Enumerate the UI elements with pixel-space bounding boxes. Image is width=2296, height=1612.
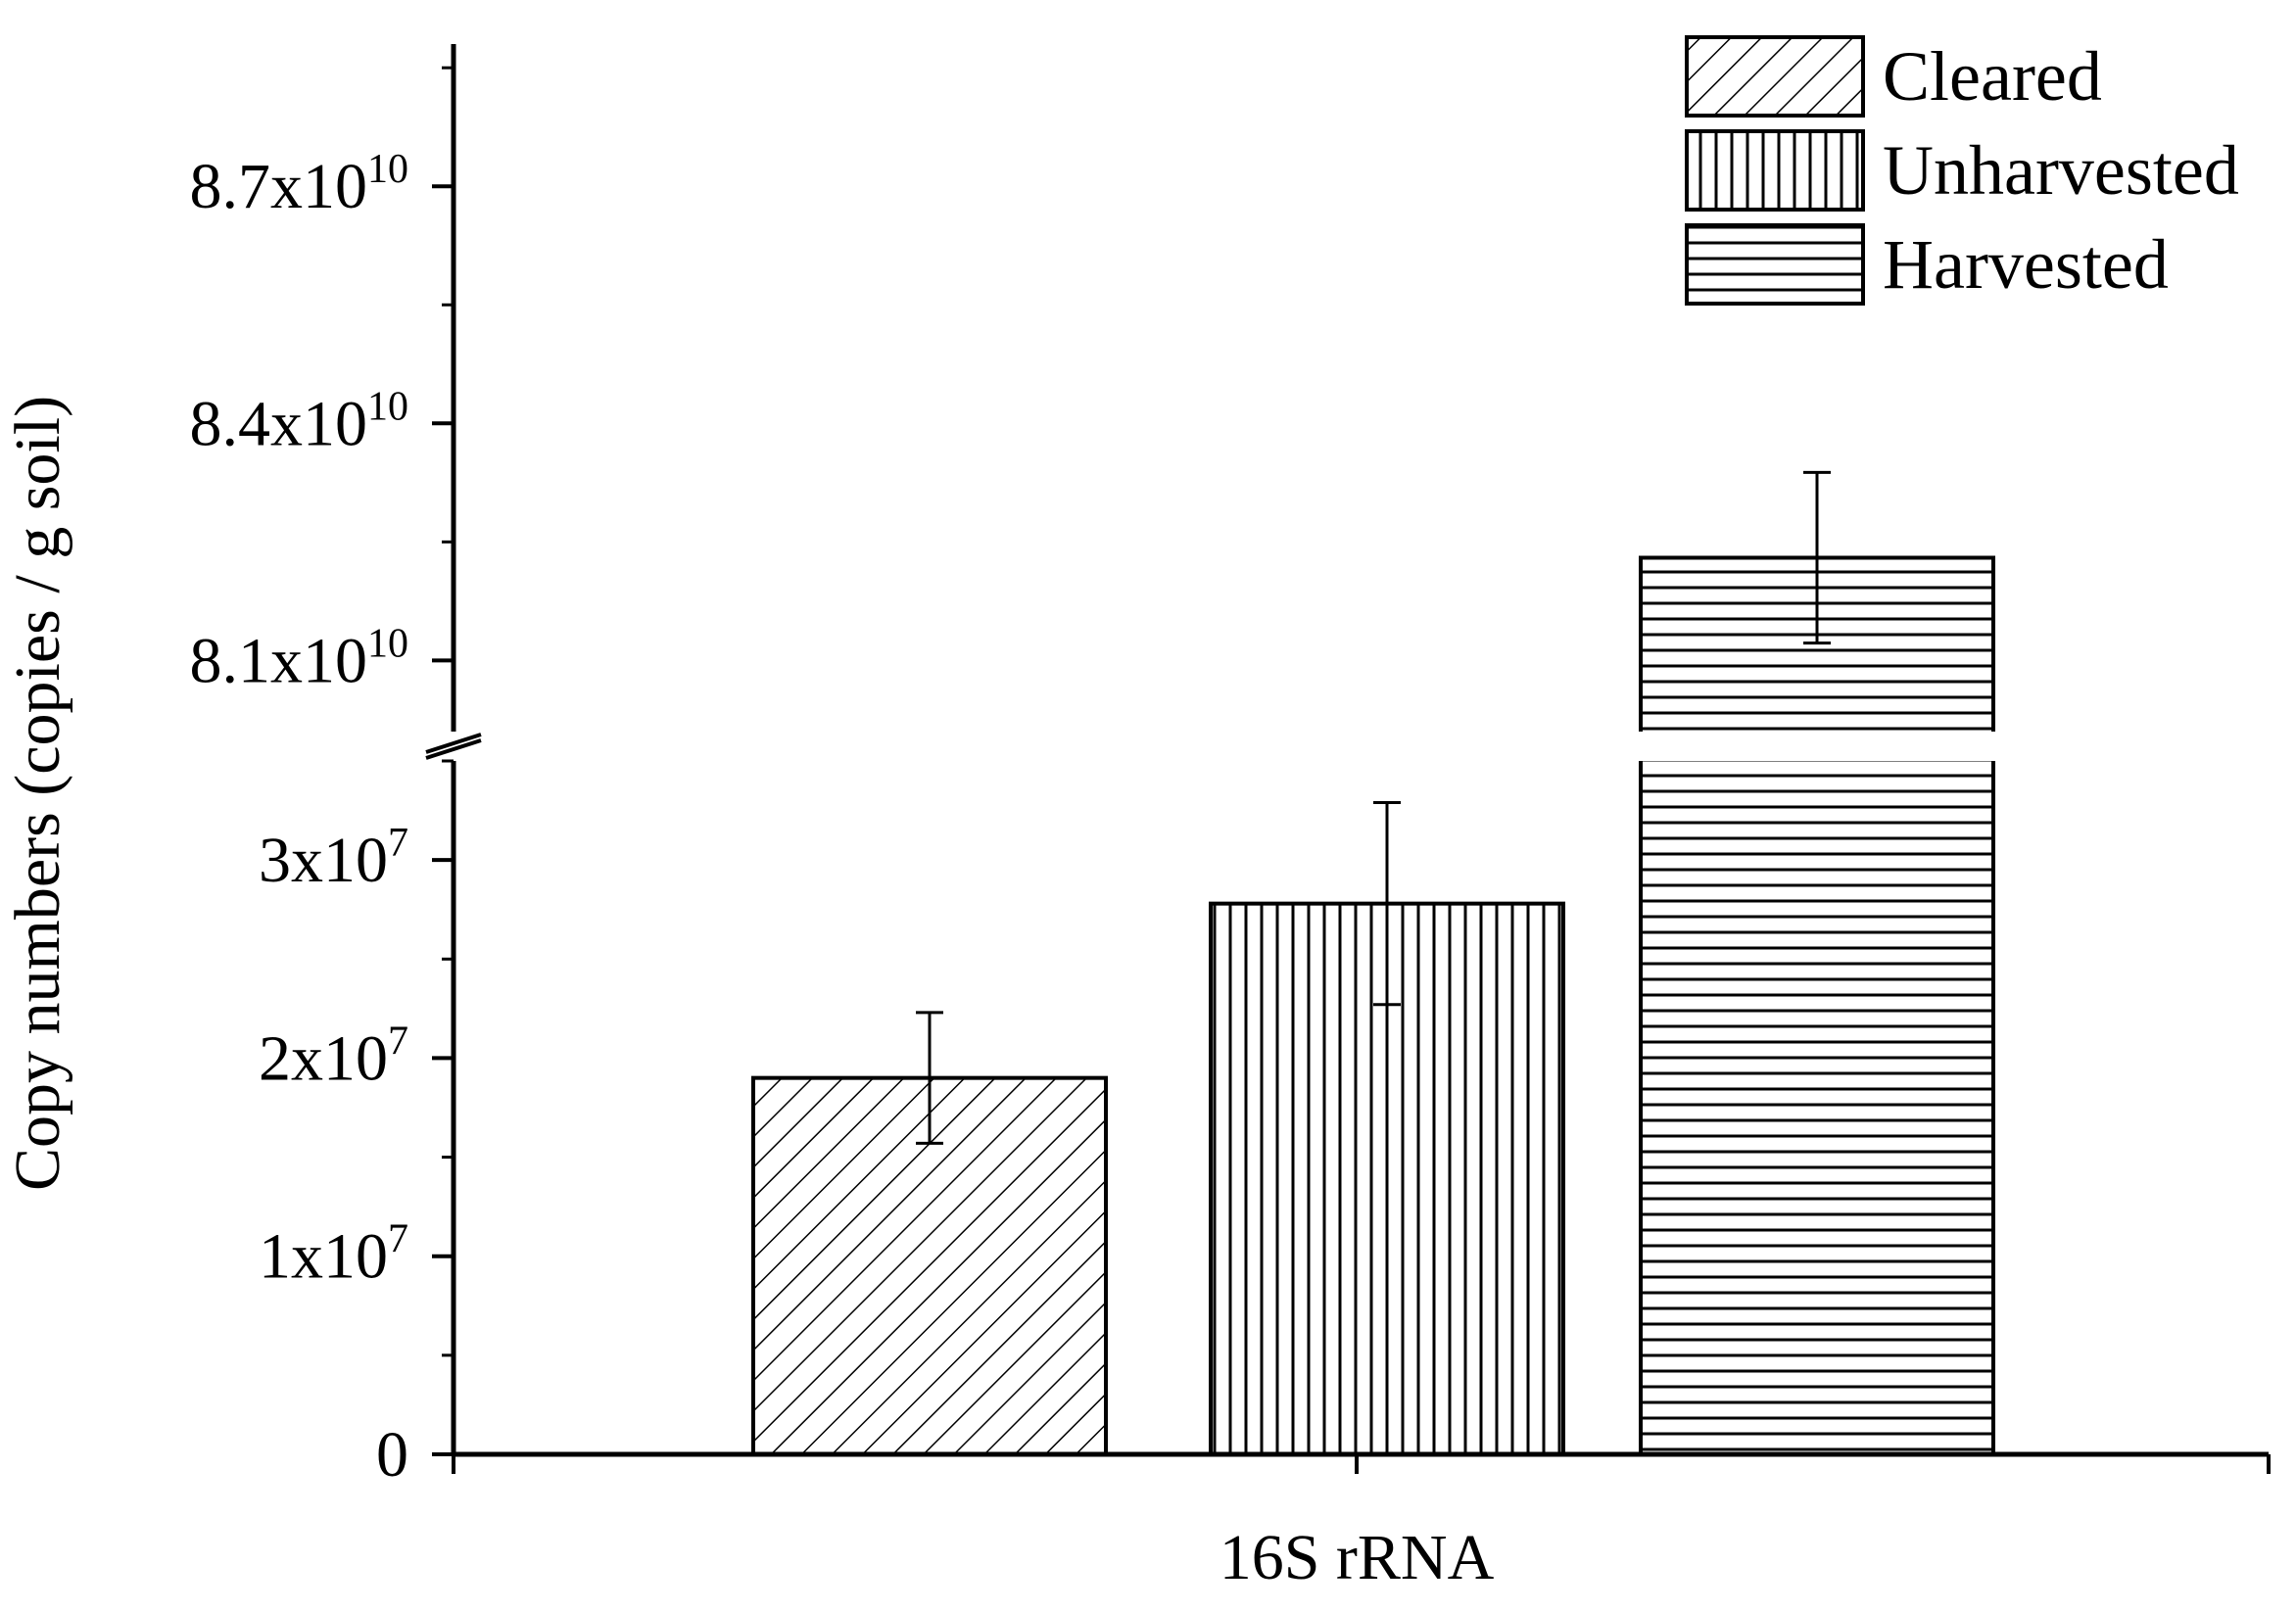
tick-exponent: 7 [388, 1019, 408, 1064]
y-tick-label: 2x107 [259, 1019, 408, 1094]
tick-base: 2x10 [259, 1022, 388, 1094]
axis-break-mark-upper [425, 733, 482, 754]
axes-layer [425, 44, 2271, 1474]
tick-exponent: 10 [367, 621, 408, 666]
legend-swatch-cleared [1685, 35, 1865, 118]
tick-exponent: 7 [388, 1217, 408, 1262]
bar-harvested-lower [1641, 761, 1993, 1454]
tick-base: 8.7x10 [190, 151, 368, 222]
x-axis-title: 16S rRNA [1220, 1522, 1495, 1593]
y-tick-label: 3x107 [259, 821, 408, 896]
legend-label-cleared: Cleared [1883, 37, 2102, 116]
legend-swatch-unharvested [1685, 129, 1865, 212]
y-tick-label: 8.7x1010 [190, 147, 409, 222]
legend: Cleared Unharvested Harvested [1685, 35, 2239, 306]
axis-break-mark-lower [425, 738, 482, 760]
tick-base: 8.4x10 [190, 388, 368, 459]
tick-exponent: 7 [388, 821, 408, 866]
legend-label-unharvested: Unharvested [1883, 131, 2239, 210]
tick-base: 1x10 [259, 1221, 388, 1293]
y-tick-label: 8.4x1010 [190, 384, 409, 459]
y-tick-label: 0 [376, 1419, 408, 1491]
tick-exponent: 10 [367, 147, 408, 192]
y-tick-label: 8.1x1010 [190, 621, 409, 696]
error-bars-layer [916, 470, 1831, 1145]
tick-exponent: 10 [367, 384, 408, 429]
tick-base: 3x10 [259, 825, 388, 896]
tick-base: 0 [376, 1419, 408, 1491]
legend-swatch-harvested [1685, 223, 1865, 306]
legend-label-harvested: Harvested [1883, 225, 2169, 304]
y-tick-label: 1x107 [259, 1217, 408, 1293]
y-axis-title: Copy numbers (copies / g soil) [2, 396, 73, 1191]
tick-base: 8.1x10 [190, 625, 368, 696]
